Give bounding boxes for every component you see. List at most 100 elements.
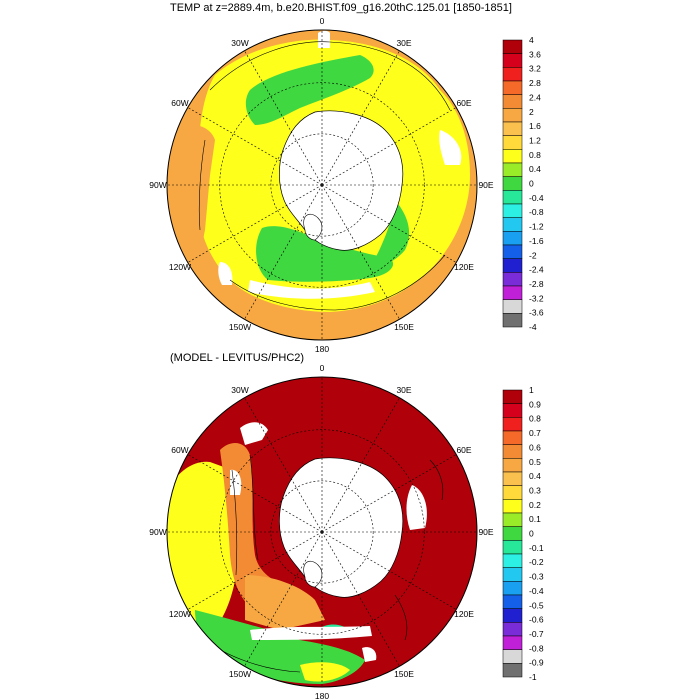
colorbar-swatch [502, 135, 523, 150]
colorbar-label: 3.6 [529, 49, 541, 59]
colorbar-label: -3.6 [529, 308, 544, 318]
meridian-line [321, 184, 400, 320]
longitude-labels: 0 30E 60E 90E 120E 150E 180 150W 120W 90W 60W 30W [149, 363, 494, 700]
colorbar-swatch [502, 417, 523, 432]
colorbar-label: -4 [529, 322, 537, 332]
meridian-line [321, 107, 457, 186]
colorbar-label: -2.8 [529, 279, 544, 289]
contour-line [209, 41, 451, 111]
colorbar-swatch [502, 176, 523, 191]
meridian-line [321, 184, 457, 263]
panel-2-colorbar: 1 0.9 0.8 0.7 0.6 0.5 0.4 0.3 0.2 0.1 0 -0.1 -0.2 -0.… [502, 385, 544, 682]
colorbar-label: -0.6 [529, 615, 544, 625]
meridian-line [187, 531, 323, 610]
map-boundary [166, 376, 478, 688]
colorbar-swatch [502, 594, 523, 609]
colorbar-swatch [502, 53, 523, 68]
longitude-label: 150E [394, 669, 414, 679]
longitude-label: 60E [456, 445, 471, 455]
colorbar-swatch [502, 471, 523, 486]
colorbar-label: 2.8 [529, 78, 541, 88]
colorbar-swatch [502, 485, 523, 500]
colorbar-label: -0.8 [529, 207, 544, 217]
contour-line [231, 469, 238, 576]
longitude-label: 30E [396, 38, 411, 48]
map-boundary [166, 29, 478, 341]
colorbar-label: 0.8 [529, 414, 541, 424]
colorbar-swatch [502, 389, 523, 404]
longitude-label: 120W [169, 609, 191, 619]
colorbar-swatch [502, 499, 523, 514]
colorbar-label: -0.8 [529, 643, 544, 653]
field-yellow-south [300, 662, 350, 682]
masked-patch [250, 626, 372, 640]
colorbar-label: 0.8 [529, 150, 541, 160]
meridian-line [187, 454, 323, 533]
colorbar-label: -2 [529, 250, 537, 260]
longitude-label: 30W [231, 38, 248, 48]
field-orange-ross [245, 575, 325, 630]
meridian-line [187, 107, 323, 186]
contour-line [429, 459, 444, 501]
colorbar-label: 0 [529, 529, 534, 539]
meridian-line [244, 184, 323, 320]
meridian-line [321, 50, 400, 186]
colorbar-label: 0.1 [529, 514, 541, 524]
colorbar-swatch [502, 190, 523, 205]
longitude-label: 60E [456, 98, 471, 108]
masked-patch [362, 647, 377, 662]
field-green-weddell [245, 55, 374, 125]
colorbar-swatch [502, 39, 523, 54]
meridian-line [321, 531, 457, 610]
colorbar-swatch [502, 567, 523, 582]
colorbar-swatch [502, 622, 523, 637]
panel-1-map: 0 30E 60E 90E 120E 150E 180 150W 120W 90W 60W 30W [149, 16, 494, 354]
colorbar-swatch [502, 272, 523, 287]
longitude-label: 150W [229, 669, 251, 679]
latitude-circle [219, 82, 425, 288]
colorbar-label: 0.4 [529, 164, 541, 174]
masked-patch [218, 262, 233, 285]
colorbar-label: 0 [529, 179, 534, 189]
colorbar-swatch [502, 231, 523, 246]
longitude-label: 120E [454, 262, 474, 272]
colorbar-label: -0.9 [529, 658, 544, 668]
colorbar-label: -0.4 [529, 193, 544, 203]
colorbar-swatch [502, 285, 523, 300]
longitude-label: 180 [315, 344, 329, 354]
colorbar-label: -3.2 [529, 293, 544, 303]
colorbar-swatch [502, 108, 523, 123]
colorbar-label: -0.2 [529, 557, 544, 567]
colorbar-swatch [502, 403, 523, 418]
field-green-ross [256, 226, 394, 282]
latitude-circle [270, 133, 374, 237]
colorbar-swatch [502, 258, 523, 273]
colorbar-swatch [502, 663, 523, 678]
longitude-label: 120E [454, 609, 474, 619]
colorbar-swatch [502, 94, 523, 109]
colorbar-label: -0.5 [529, 600, 544, 610]
colorbar-label: 2 [529, 107, 534, 117]
graticule [167, 30, 477, 340]
meridian-line [321, 531, 400, 667]
panel-1-title: TEMP at z=2889.4m, b.e20.BHIST.f09_g16.2… [170, 2, 512, 14]
latitude-circle [219, 429, 425, 635]
meridian-line [187, 184, 323, 263]
longitude-label: 150E [394, 322, 414, 332]
panel-2-title: (MODEL - LEVITUS/PHC2) [170, 352, 305, 364]
field-green-east [370, 200, 410, 268]
colorbar-label: 0.9 [529, 399, 541, 409]
colorbar-swatch [502, 649, 523, 664]
colorbar-swatch [502, 526, 523, 541]
colorbar-label: -0.3 [529, 572, 544, 582]
meridian-line [321, 454, 457, 533]
colorbar-label: 0.3 [529, 485, 541, 495]
masked-patch [406, 485, 427, 530]
colorbar-label: -0.4 [529, 586, 544, 596]
colorbar-label: 1 [529, 385, 534, 395]
longitude-label: 150W [229, 322, 251, 332]
contour-line [394, 594, 408, 641]
colorbar-label: 0.7 [529, 428, 541, 438]
longitude-label: 90W [149, 527, 166, 537]
